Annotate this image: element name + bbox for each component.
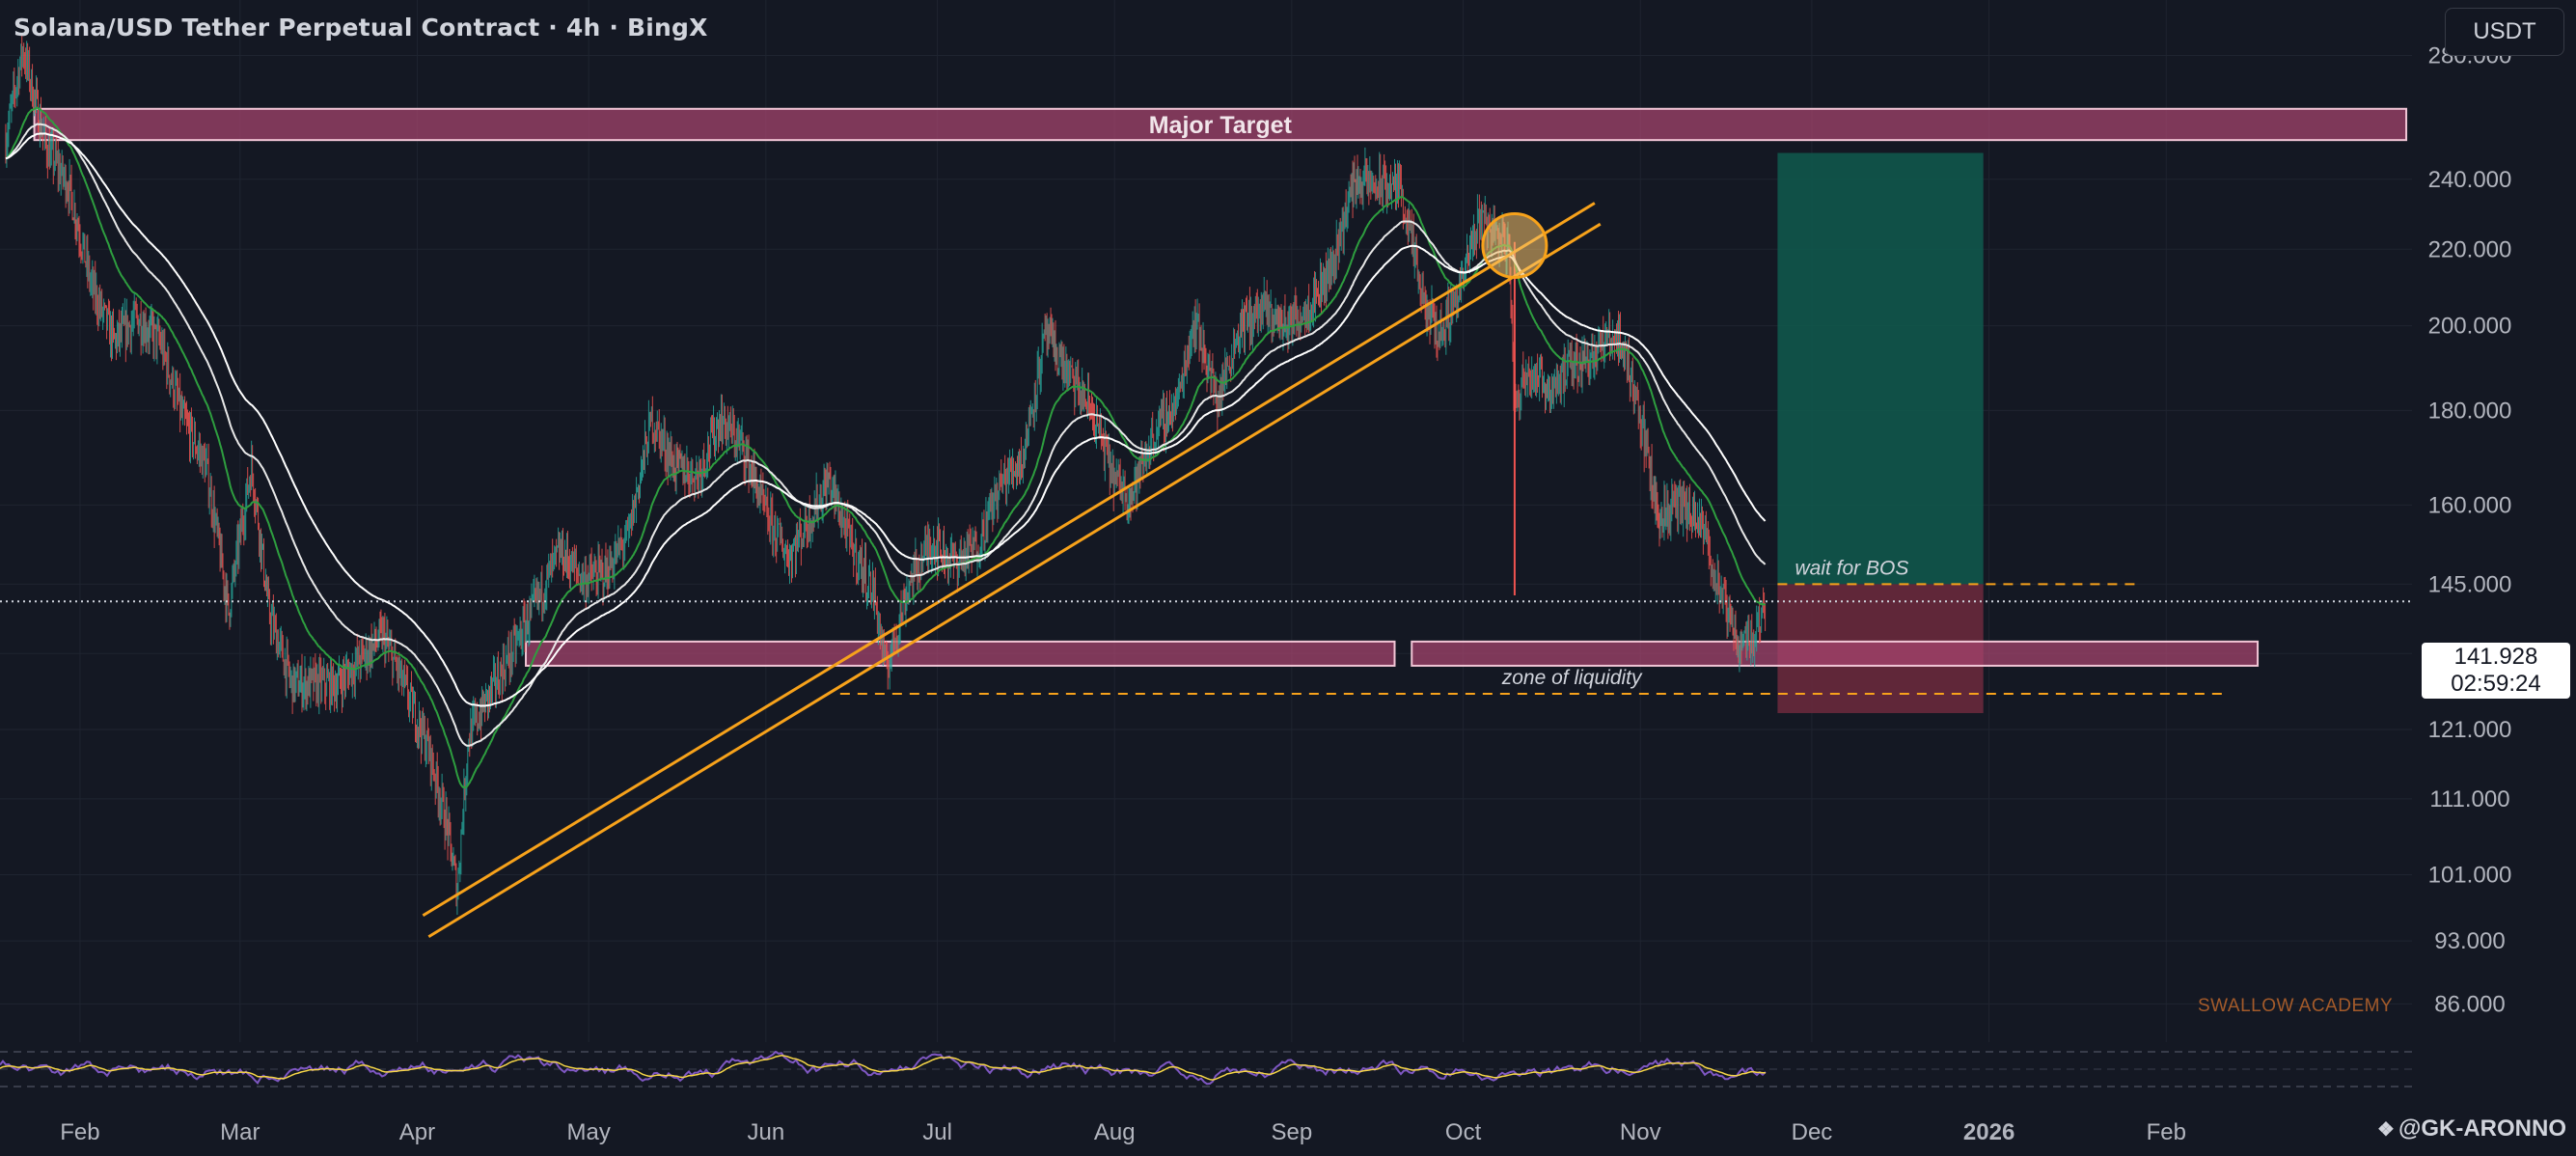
y-tick-label: 101.000 — [2428, 862, 2512, 888]
y-tick-label: 240.000 — [2428, 167, 2512, 193]
x-tick-label: Mar — [220, 1119, 260, 1145]
support-zone — [1411, 640, 2260, 667]
x-tick-label: Nov — [1620, 1119, 1661, 1145]
currency-button[interactable]: USDT — [2445, 8, 2564, 56]
y-tick-label: 220.000 — [2428, 236, 2512, 262]
x-tick-label: Feb — [60, 1119, 99, 1145]
ema-mid-line — [5, 123, 1767, 747]
y-tick-label: 200.000 — [2428, 314, 2512, 340]
chart-title: Solana/USD Tether Perpetual Contract · 4… — [14, 14, 708, 41]
author-handle: @GK-ARONNO — [2398, 1115, 2566, 1142]
rsi-ma-line — [0, 1055, 1767, 1081]
y-tick-label: 121.000 — [2428, 717, 2512, 743]
y-tick-label: 145.000 — [2428, 571, 2512, 597]
take-profit-zone — [1777, 152, 1984, 585]
y-tick-label: 160.000 — [2428, 492, 2512, 518]
support-zone — [525, 640, 1396, 667]
last-price-tag: 141.928 02:59:24 — [2422, 643, 2570, 699]
major-target-zone — [33, 107, 2408, 142]
y-tick-label: 180.000 — [2428, 398, 2512, 424]
y-tick-label: 93.000 — [2434, 928, 2505, 954]
x-tick-label: Jun — [747, 1119, 784, 1145]
x-tick-label: Oct — [1445, 1119, 1482, 1145]
rsi-line — [0, 1050, 1767, 1086]
trendline — [422, 202, 1596, 918]
candle-countdown: 02:59:24 — [2451, 671, 2541, 697]
candles — [5, 33, 1767, 916]
x-tick-label: Apr — [399, 1119, 435, 1145]
watermark: SWALLOW ACADEMY — [2198, 996, 2394, 1016]
x-tick-label: Aug — [1094, 1119, 1136, 1145]
breakdown-highlight — [1481, 211, 1548, 279]
annotation-label: wait for BOS — [1795, 557, 1908, 579]
zone-label: Major Target — [1149, 112, 1293, 139]
x-tick-label: Sep — [1272, 1119, 1313, 1145]
ema-slow-line — [5, 132, 1767, 707]
x-tick-label: May — [567, 1119, 611, 1145]
last-price-value: 141.928 — [2453, 644, 2538, 670]
x-tick-label: 2026 — [1963, 1119, 2014, 1145]
y-tick-label: 86.000 — [2434, 991, 2505, 1017]
x-tick-label: Jul — [922, 1119, 952, 1145]
x-tick-label: Dec — [1792, 1119, 1833, 1145]
author-credit[interactable]: ❖ @GK-ARONNO — [2377, 1115, 2566, 1142]
y-tick-label: 111.000 — [2429, 786, 2509, 812]
annotation-label: zone of liquidity — [1501, 667, 1643, 689]
x-tick-label: Feb — [2147, 1119, 2186, 1145]
tradingview-logo-icon: ❖ — [2377, 1119, 2395, 1141]
trendline — [427, 222, 1602, 939]
